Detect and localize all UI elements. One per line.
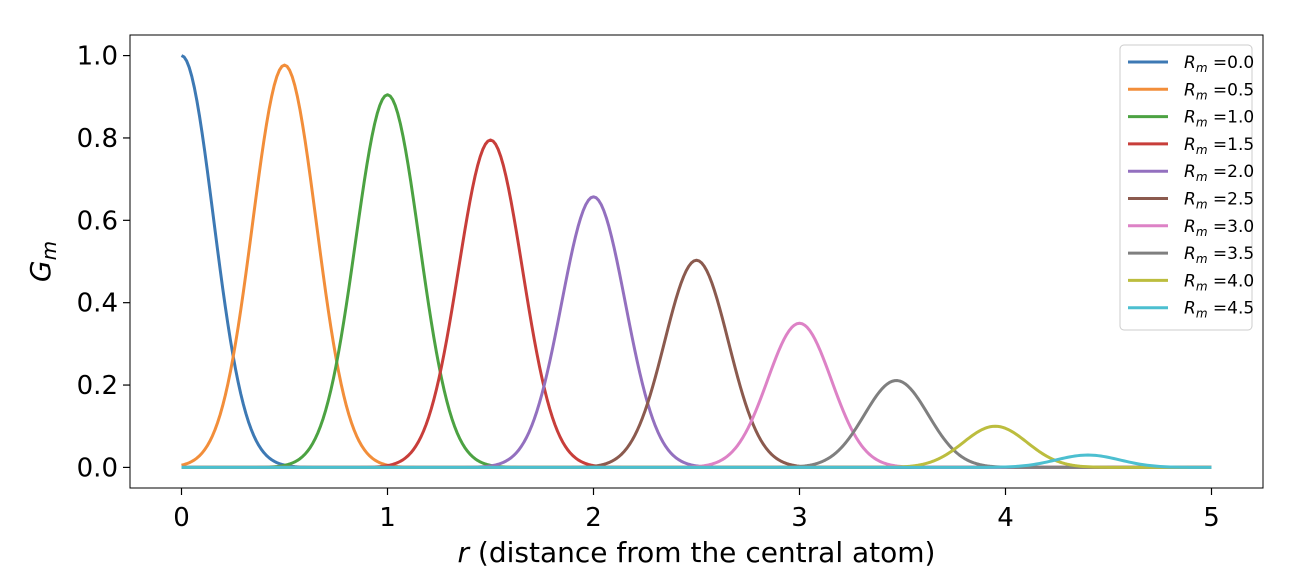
legend-entry: Rm =3.5	[1128, 244, 1254, 266]
x-tick-label: 4	[997, 503, 1014, 533]
y-tick-label: 0.6	[77, 206, 118, 236]
legend-label: Rm =1.0	[1184, 108, 1254, 130]
y-tick-label: 0.4	[77, 289, 118, 319]
series-lines	[180, 54, 1212, 469]
legend-entry: Rm =4.5	[1128, 299, 1254, 321]
legend-label: Rm =1.5	[1184, 135, 1254, 157]
y-axis-label-subscript: m	[37, 241, 61, 260]
legend-label: Rm =4.5	[1184, 299, 1254, 321]
x-tick-label: 2	[585, 503, 602, 533]
y-axis: 0.0 0.2 0.4 0.6 0.8 1.0	[77, 42, 130, 483]
series-line-9	[181, 453, 1212, 469]
x-axis-label-variable: r	[458, 536, 471, 569]
y-axis-label: Gm	[24, 241, 61, 282]
x-tick-label: 3	[791, 503, 808, 533]
legend-label: Rm =2.5	[1184, 190, 1254, 212]
legend-label: Rm =4.0	[1184, 271, 1254, 293]
legend-label: Rm =0.0	[1184, 53, 1254, 75]
x-axis: 0 1 2 3 4 5	[173, 488, 1220, 533]
series-line-1	[181, 63, 1212, 469]
plot-frame	[129, 34, 1264, 489]
legend-label: Rm =2.0	[1184, 162, 1254, 184]
series-line-7	[181, 379, 1212, 469]
legend-entry: Rm =4.0	[1128, 271, 1254, 293]
y-tick-label: 0.2	[77, 371, 118, 401]
series-line-6	[181, 321, 1212, 469]
x-tick-label: 0	[173, 503, 190, 533]
legend-entry: Rm =2.5	[1128, 190, 1254, 212]
x-tick-label: 5	[1203, 503, 1220, 533]
legend-entry: Rm =1.0	[1128, 108, 1254, 130]
y-tick-label: 0.8	[77, 124, 118, 154]
series-line-2	[181, 93, 1212, 469]
series-line-4	[181, 195, 1212, 469]
legend-label: Rm =3.0	[1184, 217, 1254, 239]
y-axis-label-variable: G	[24, 260, 57, 282]
y-tick-label: 1.0	[77, 42, 118, 72]
legend-entry: Rm =2.0	[1128, 162, 1254, 184]
x-tick-label: 1	[379, 503, 396, 533]
x-axis-label: r (distance from the central atom)	[458, 536, 936, 569]
legend-label: Rm =3.5	[1184, 244, 1254, 266]
legend-label: Rm =0.5	[1184, 80, 1254, 102]
y-tick-label: 0.0	[77, 453, 118, 483]
series-line-8	[181, 424, 1212, 469]
legend-entry: Rm =0.0	[1128, 53, 1254, 75]
legend-entry: Rm =0.5	[1128, 80, 1254, 102]
legend-entry: Rm =3.0	[1128, 217, 1254, 239]
legend-entry: Rm =1.5	[1128, 135, 1254, 157]
x-axis-label-text: (distance from the central atom)	[469, 536, 935, 569]
legend: Rm =0.0 Rm =0.5 Rm =1.0 Rm =1.5 Rm =2.0 Rm =2…	[1119, 44, 1254, 331]
series-line-3	[181, 138, 1212, 469]
